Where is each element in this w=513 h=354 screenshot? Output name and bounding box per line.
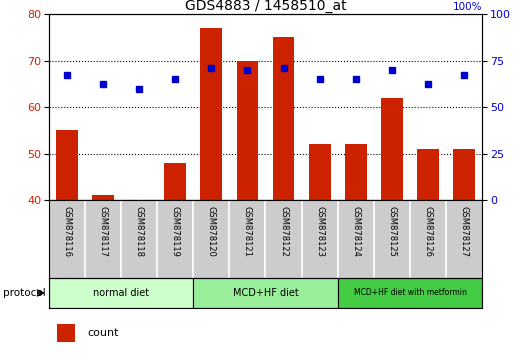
Text: 100%: 100% (452, 2, 482, 12)
Text: GSM878125: GSM878125 (387, 206, 397, 257)
Bar (345, 144, 367, 200)
Bar (309, 144, 330, 200)
Text: GSM878117: GSM878117 (98, 206, 107, 257)
Text: GSM878121: GSM878121 (243, 206, 252, 257)
Text: GSM878118: GSM878118 (134, 206, 144, 257)
Bar (193, 278, 338, 308)
Bar (201, 28, 222, 200)
Bar (56, 130, 77, 200)
Bar (453, 149, 475, 200)
Bar (236, 61, 258, 200)
Bar (57, 324, 75, 342)
Text: GSM878119: GSM878119 (171, 206, 180, 257)
Text: count: count (88, 328, 119, 338)
Bar (92, 195, 114, 200)
Text: MCD+HF diet with metformin: MCD+HF diet with metformin (353, 289, 466, 297)
Text: GSM878122: GSM878122 (279, 206, 288, 257)
Bar (338, 278, 482, 308)
Bar (417, 149, 439, 200)
Bar (164, 163, 186, 200)
Text: normal diet: normal diet (93, 288, 149, 298)
Bar (49, 278, 193, 308)
Text: GSM878126: GSM878126 (424, 206, 432, 257)
Text: GSM878124: GSM878124 (351, 206, 360, 257)
Bar (381, 98, 403, 200)
Text: protocol: protocol (3, 288, 45, 298)
Text: GSM878123: GSM878123 (315, 206, 324, 257)
Text: GSM878127: GSM878127 (460, 206, 469, 257)
Text: GSM878116: GSM878116 (62, 206, 71, 257)
Bar (273, 38, 294, 200)
Text: GSM878120: GSM878120 (207, 206, 216, 257)
Title: GDS4883 / 1458510_at: GDS4883 / 1458510_at (185, 0, 346, 13)
Text: MCD+HF diet: MCD+HF diet (232, 288, 299, 298)
